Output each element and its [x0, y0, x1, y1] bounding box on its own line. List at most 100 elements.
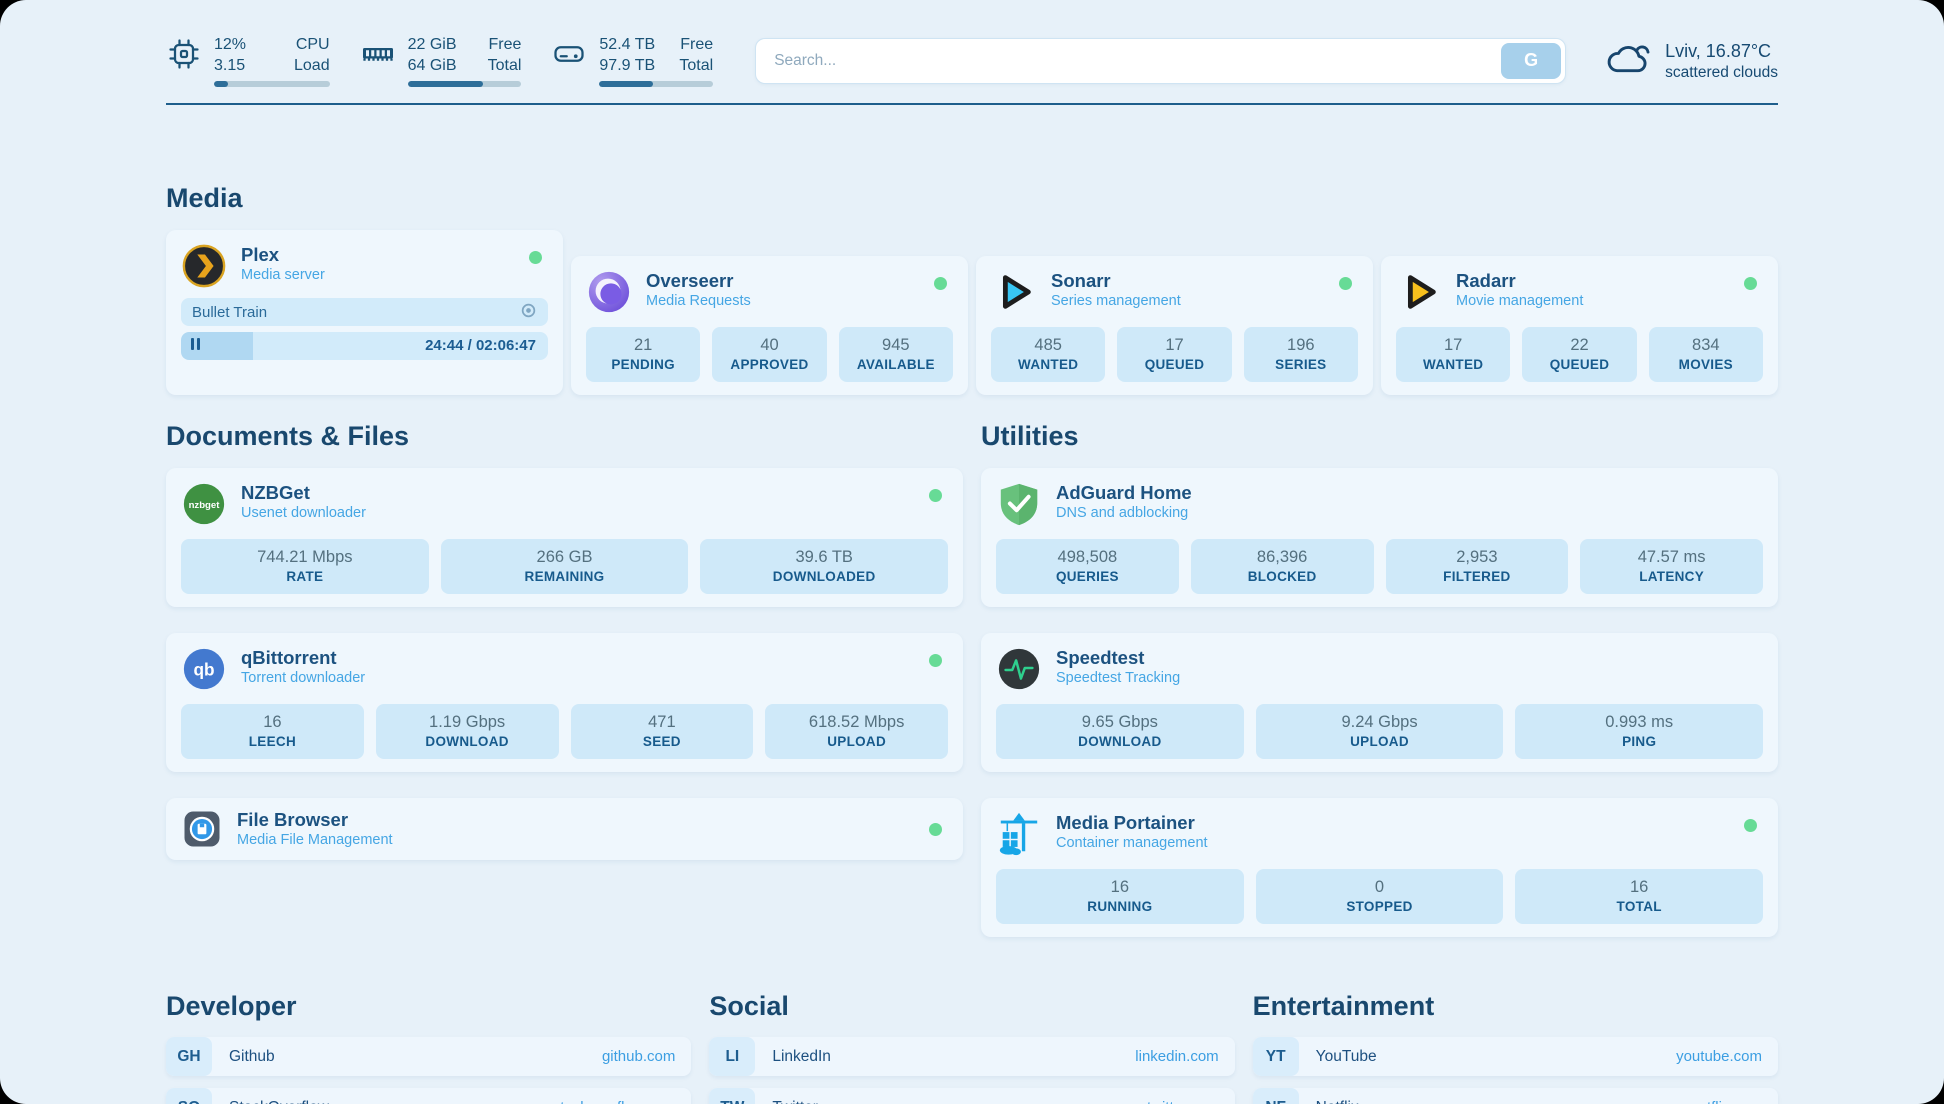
stat-queued: 17 QUEUED [1117, 327, 1232, 382]
app-card-sonarr[interactable]: Sonarr Series management 485 WANTED 17 QUE… [976, 256, 1373, 395]
utilities-column: Utilities AdGuard Home [981, 421, 1778, 937]
bookmark-name: YouTube [1315, 1047, 1377, 1065]
app-name: Radarr [1456, 270, 1516, 291]
status-dot [1744, 819, 1757, 832]
status-dot [934, 277, 947, 290]
overseerr-icon [586, 269, 632, 315]
now-playing-row: Bullet Train [181, 298, 548, 326]
bookmark-abbr: SO [166, 1088, 212, 1104]
stat-rate: 744.21 Mbps RATE [181, 539, 429, 594]
bookmark-github[interactable]: GH Github github.com [166, 1037, 692, 1076]
stat-filtered: 2,953 FILTERED [1385, 539, 1569, 594]
stat-movies: 834 MOVIES [1648, 327, 1763, 382]
stat-download: 1.19 Gbps DOWNLOAD [375, 704, 559, 759]
app-subtitle: Series management [1051, 293, 1181, 309]
cpu-usage: 12% [214, 36, 247, 53]
app-card-speedtest[interactable]: Speedtest Speedtest Tracking 9.65 Gbps DO… [981, 633, 1778, 772]
stat-total: 16 TOTAL [1515, 869, 1764, 924]
stat-latency: 47.57 ms LATENCY [1580, 539, 1763, 594]
entertainment-column: Entertainment YT YouTube youtube.com NF … [1252, 991, 1778, 1104]
stat-leech: 16 LEECH [181, 704, 364, 759]
bookmark-youtube[interactable]: YT YouTube youtube.com [1252, 1037, 1778, 1076]
stat-seed: 471 SEED [570, 704, 754, 759]
radarr-icon [1396, 269, 1442, 315]
app-name: Plex [241, 244, 280, 265]
status-dot [1744, 277, 1757, 290]
stat-pending: 21 PENDING [586, 327, 701, 382]
stat-wanted: 485 WANTED [991, 327, 1106, 382]
app-card-overseerr[interactable]: Overseerr Media Requests 21 PENDING 40 APP… [571, 256, 968, 395]
bookmark-name: Netflix [1316, 1099, 1691, 1104]
bookmark-name: LinkedIn [772, 1047, 831, 1065]
app-name: qBittorrent [241, 647, 337, 668]
bookmark-abbr: GH [166, 1037, 212, 1076]
bookmark-url: twitter.com [1147, 1099, 1219, 1104]
stat-available: 945 AVAILABLE [838, 327, 953, 382]
section-title-media: Media [166, 183, 243, 213]
bookmark-url: linkedin.com [1135, 1048, 1219, 1065]
memory-free: 22 GiB [407, 36, 457, 53]
section-title-utilities: Utilities [981, 421, 1079, 451]
app-subtitle: Movie management [1456, 293, 1584, 309]
disk-progress [599, 81, 714, 87]
bookmark-linkedin[interactable]: LI LinkedIn linkedin.com [709, 1037, 1235, 1076]
media-grid: Plex Media server Bullet Train [166, 230, 1778, 395]
status-dot [1339, 277, 1352, 290]
bookmarks-grid: Developer GH Github github.com SO StackO… [166, 991, 1778, 1104]
disk-stat: 52.4 TB Free 97.9 TB Total [551, 34, 714, 87]
app-subtitle: Usenet downloader [241, 505, 366, 521]
app-subtitle: Media server [241, 267, 325, 283]
status-dot [929, 654, 942, 667]
pause-icon [191, 337, 203, 355]
stat-queries: 498,508 QUERIES [996, 539, 1179, 594]
system-stats: 12% CPU 3.15 Load [166, 34, 714, 87]
bookmark-abbr: NF [1252, 1088, 1299, 1104]
bookmark-url: youtube.com [1676, 1048, 1762, 1065]
middle-grid: Documents & Files nzbget NZBGet Usenet d [166, 421, 1778, 937]
documents-column: Documents & Files nzbget NZBGet Usenet d [166, 421, 963, 937]
status-dot [529, 251, 542, 264]
memory-total: 64 GiB [407, 57, 457, 74]
stat-stopped: 0 STOPPED [1255, 869, 1504, 924]
cpu-label2: Load [294, 57, 330, 74]
app-name: NZBGet [241, 482, 310, 503]
bookmark-name: StackOverflow [229, 1099, 553, 1104]
stat-download: 9.65 Gbps DOWNLOAD [996, 704, 1244, 759]
speedtest-icon [996, 646, 1042, 692]
stat-downloaded: 39.6 TB DOWNLOADED [700, 539, 949, 594]
google-search-button[interactable]: G [1501, 42, 1562, 79]
disk-total: 97.9 TB [599, 57, 656, 74]
session-icon [520, 302, 537, 323]
stat-series: 196 SERIES [1243, 327, 1358, 382]
bookmark-abbr: TW [709, 1088, 756, 1104]
top-bar: 12% CPU 3.15 Load [166, 0, 1778, 87]
bookmark-netflix[interactable]: NF Netflix netflix.com [1252, 1088, 1778, 1104]
app-name: Speedtest [1056, 647, 1145, 668]
cpu-icon [166, 34, 202, 77]
memory-icon [360, 34, 396, 77]
app-subtitle: Media Requests [646, 293, 751, 309]
stat-remaining: 266 GB REMAINING [440, 539, 689, 594]
bookmark-stackoverflow[interactable]: SO StackOverflow stackoverflow.com [166, 1088, 692, 1104]
disk-label1: Free [680, 36, 714, 53]
section-title-developer: Developer [166, 991, 297, 1021]
stat-ping: 0.993 ms PING [1515, 704, 1764, 759]
app-card-nzbget[interactable]: nzbget NZBGet Usenet downloader 744.21 M… [166, 468, 963, 607]
app-name: Media Portainer [1056, 812, 1195, 833]
memory-stat: 22 GiB Free 64 GiB Total [360, 34, 522, 87]
app-card-qbittorrent[interactable]: qb qBittorrent Torrent downloader 16 LEEC… [166, 633, 963, 772]
app-card-radarr[interactable]: Radarr Movie management 17 WANTED 22 QUEUE… [1381, 256, 1778, 395]
app-card-filebrowser[interactable]: File Browser Media File Management [166, 798, 963, 860]
stat-blocked: 86,396 BLOCKED [1190, 539, 1374, 594]
app-name: Overseerr [646, 270, 734, 291]
app-name: File Browser [237, 809, 349, 830]
bookmark-twitter[interactable]: TW Twitter twitter.com [709, 1088, 1235, 1104]
app-card-plex[interactable]: Plex Media server Bullet Train [166, 230, 563, 395]
memory-progress [407, 81, 522, 87]
social-column: Social LI LinkedIn linkedin.com TW Twitt… [709, 991, 1235, 1104]
search-input[interactable] [760, 51, 1502, 70]
cpu-stat: 12% CPU 3.15 Load [166, 34, 330, 87]
app-card-adguard[interactable]: AdGuard Home DNS and adblocking 498,508 Q… [981, 468, 1778, 607]
bookmark-name: Github [229, 1047, 275, 1065]
app-card-portainer[interactable]: Media Portainer Container management 16 R… [981, 798, 1778, 937]
